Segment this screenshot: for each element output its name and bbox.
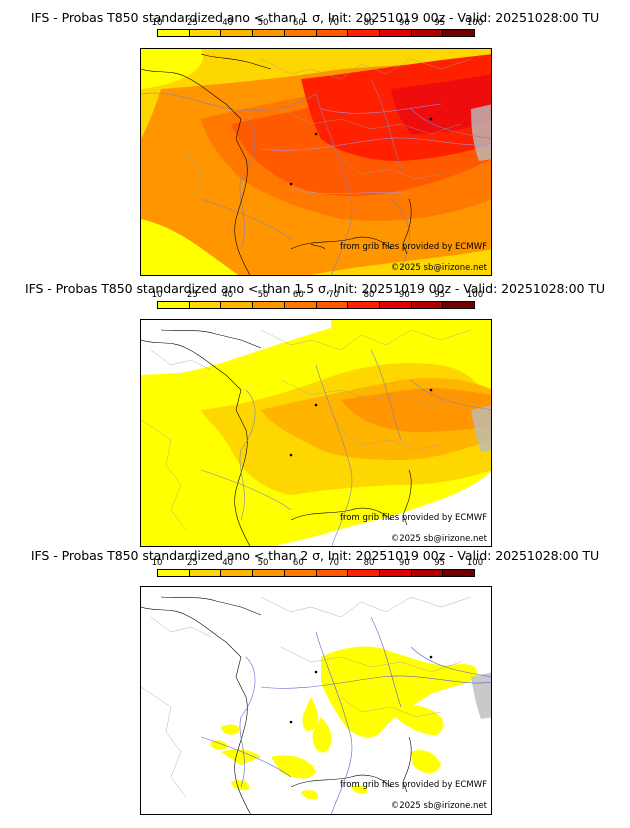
scale-color-segment [379, 30, 412, 36]
scale-tick-label: 70 [328, 290, 340, 300]
credit-source: from grib files provided by ECMWF [340, 780, 487, 790]
scale-tick-label: 25 [186, 558, 198, 568]
probability-map: from grib files provided by ECMWF ©2025 … [140, 48, 492, 276]
color-scale: 10 25 40 50 60 70 80 90 95 100 [152, 558, 484, 582]
scale-color-segment [284, 30, 317, 36]
scale-tick-label: 40 [222, 290, 234, 300]
credit-source: from grib files provided by ECMWF [340, 513, 487, 523]
scale-tick-label: 100 [466, 558, 484, 568]
scale-color-segment [379, 302, 412, 308]
scale-tick-label: 10 [151, 558, 163, 568]
scale-color-segment [316, 302, 349, 308]
scale-tick-label: 100 [466, 18, 484, 28]
scale-tick-label: 90 [398, 558, 410, 568]
scale-color-segment [221, 302, 254, 308]
scale-color-segment [443, 570, 475, 576]
scale-bar [157, 29, 475, 37]
color-scale: 10 25 40 50 60 70 80 90 95 100 [152, 18, 484, 42]
credit-copyright: ©2025 sb@irizone.net [390, 534, 487, 544]
scale-tick-label: 95 [434, 18, 446, 28]
scale-color-segment [189, 302, 222, 308]
credit-copyright: ©2025 sb@irizone.net [390, 263, 487, 273]
scale-tick-label: 100 [466, 290, 484, 300]
scale-color-segment [189, 30, 222, 36]
scale-tick-label: 40 [222, 558, 234, 568]
scale-tick-label: 50 [257, 558, 269, 568]
panel-title: IFS - Probas T850 standardized ano < tha… [24, 281, 606, 296]
panel-title: IFS - Probas T850 standardized ano < tha… [30, 10, 600, 25]
scale-tick-label: 60 [292, 18, 304, 28]
scale-color-segment [158, 570, 190, 576]
scale-color-segment [253, 302, 285, 308]
scale-color-segment [221, 30, 254, 36]
credit-source: from grib files provided by ECMWF [340, 242, 487, 252]
scale-bar [157, 301, 475, 309]
scale-tick-label: 80 [363, 18, 375, 28]
scale-color-segment [348, 570, 380, 576]
scale-tick-label: 70 [328, 558, 340, 568]
color-scale: 10 25 40 50 60 70 80 90 95 100 [152, 290, 484, 314]
credit-copyright: ©2025 sb@irizone.net [390, 801, 487, 811]
scale-color-segment [443, 302, 475, 308]
panel-3: IFS - Probas T850 standardized ano < tha… [0, 545, 630, 828]
scale-tick-label: 10 [151, 18, 163, 28]
panel-title: IFS - Probas T850 standardized ano < tha… [30, 548, 600, 563]
scale-ticks: 10 25 40 50 60 70 80 90 95 100 [152, 558, 484, 569]
scale-tick-label: 50 [257, 290, 269, 300]
scale-color-segment [411, 570, 444, 576]
scale-color-segment [411, 302, 444, 308]
scale-color-segment [158, 302, 190, 308]
scale-tick-label: 25 [186, 18, 198, 28]
scale-tick-label: 60 [292, 290, 304, 300]
scale-color-segment [316, 570, 349, 576]
scale-bar [157, 569, 475, 577]
scale-tick-label: 10 [151, 290, 163, 300]
probability-map: from grib files provided by ECMWF ©2025 … [140, 319, 492, 547]
scale-color-segment [348, 30, 380, 36]
scale-color-segment [253, 30, 285, 36]
scale-color-segment [411, 30, 444, 36]
scale-color-segment [284, 570, 317, 576]
scale-tick-label: 95 [434, 558, 446, 568]
scale-tick-label: 95 [434, 290, 446, 300]
scale-tick-label: 60 [292, 558, 304, 568]
scale-ticks: 10 25 40 50 60 70 80 90 95 100 [152, 290, 484, 301]
scale-tick-label: 80 [363, 558, 375, 568]
scale-tick-label: 70 [328, 18, 340, 28]
panel-2: IFS - Probas T850 standardized ano < tha… [0, 275, 630, 550]
probability-map: from grib files provided by ECMWF ©2025 … [140, 586, 492, 815]
scale-color-segment [379, 570, 412, 576]
scale-tick-label: 40 [222, 18, 234, 28]
scale-color-segment [348, 302, 380, 308]
scale-color-segment [253, 570, 285, 576]
scale-color-segment [316, 30, 349, 36]
scale-color-segment [158, 30, 190, 36]
scale-color-segment [284, 302, 317, 308]
scale-color-segment [221, 570, 254, 576]
panel-1: IFS - Probas T850 standardized ano < tha… [0, 0, 630, 278]
scale-ticks: 10 25 40 50 60 70 80 90 95 100 [152, 18, 484, 29]
scale-tick-label: 90 [398, 290, 410, 300]
scale-tick-label: 80 [363, 290, 375, 300]
scale-color-segment [189, 570, 222, 576]
scale-tick-label: 25 [186, 290, 198, 300]
scale-tick-label: 90 [398, 18, 410, 28]
scale-tick-label: 50 [257, 18, 269, 28]
scale-color-segment [443, 30, 475, 36]
